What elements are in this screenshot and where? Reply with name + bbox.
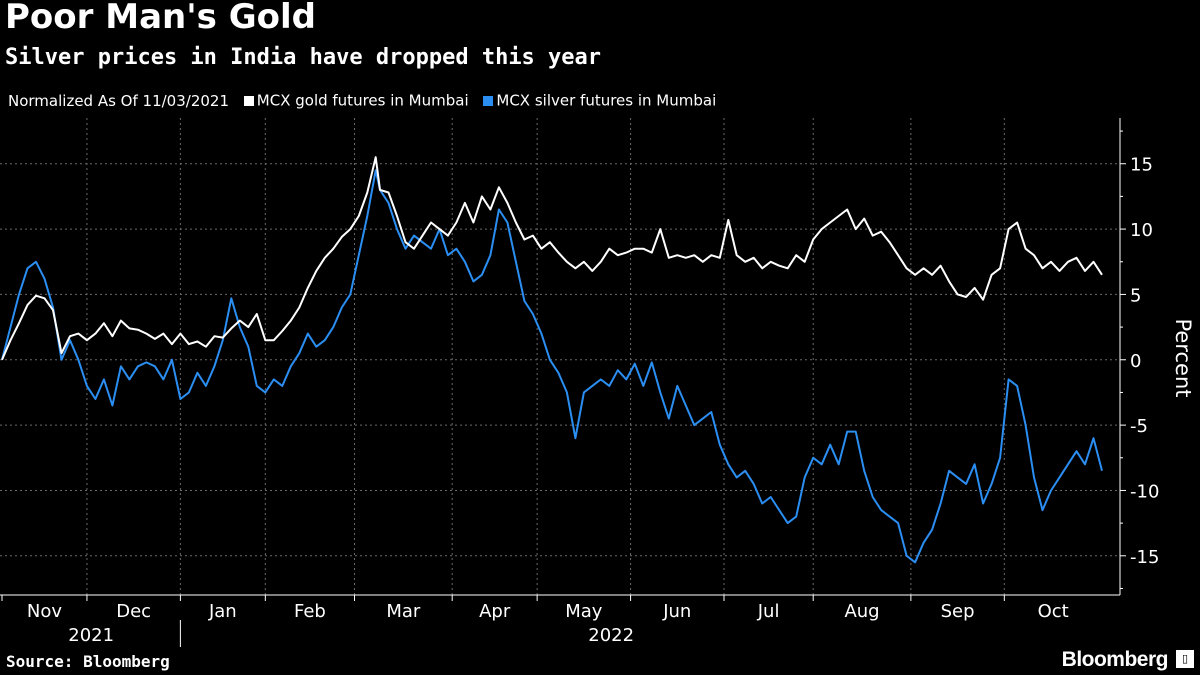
y-tick-labels: 15 10 5 0 -5 -10 -15 — [1130, 155, 1159, 568]
x-tick-label-month: Jul — [757, 601, 780, 622]
series-line-silver — [1, 169, 1103, 564]
x-tick-label-month: May — [565, 601, 603, 622]
x-tick-label-year: 2022 — [588, 625, 634, 646]
chart-subtitle: Silver prices in India have dropped this… — [5, 45, 602, 70]
series-lines — [1, 156, 1103, 564]
legend: Normalized As Of 11/03/2021 MCX gold fut… — [8, 91, 726, 110]
y-tick-label: 5 — [1130, 285, 1141, 306]
y-tick-label: -15 — [1130, 547, 1159, 568]
bloomberg-logo: Bloomberg — [1061, 648, 1169, 671]
y-tick-label: 15 — [1130, 155, 1153, 176]
x-tick-label-month: Jan — [208, 601, 237, 622]
terminal-icon: ▯ — [1176, 650, 1194, 668]
x-tick-label-month: Mar — [386, 601, 421, 622]
x-tick-labels: Nov Dec Jan Feb Mar Apr May Jun Jul Aug Sep Oct 2021… — [27, 601, 1069, 646]
x-tick-label-month: Feb — [294, 601, 326, 622]
legend-item-silver: MCX silver futures in Mumbai — [483, 91, 717, 110]
legend-item-gold: MCX gold futures in Mumbai — [243, 91, 474, 110]
legend-label-silver: MCX silver futures in Mumbai — [496, 91, 717, 110]
series-line-gold — [1, 156, 1103, 361]
source-note: Source: Bloomberg — [6, 652, 170, 671]
x-tick-label-month: Aug — [844, 601, 879, 622]
legend-swatch-gold — [243, 95, 254, 106]
y-tick-label: 0 — [1130, 351, 1141, 372]
x-tick-label-month: Sep — [941, 601, 975, 622]
legend-swatch-silver — [483, 95, 494, 106]
x-tick-label-month: Jun — [662, 601, 691, 622]
axes — [0, 118, 1126, 647]
x-tick-label-year: 2021 — [68, 625, 114, 646]
chart-title: Poor Man's Gold — [5, 0, 316, 37]
x-tick-label-month: Dec — [116, 601, 151, 622]
y-tick-label: 10 — [1130, 220, 1153, 241]
y-tick-label: -5 — [1130, 416, 1148, 437]
y-axis-label: Percent — [1171, 318, 1195, 397]
x-tick-label-month: Apr — [479, 601, 511, 622]
x-tick-label-month: Oct — [1038, 601, 1069, 622]
gridlines — [0, 118, 1120, 595]
legend-note: Normalized As Of 11/03/2021 — [8, 91, 229, 110]
legend-label-gold: MCX gold futures in Mumbai — [256, 91, 469, 110]
x-tick-label-month: Nov — [27, 601, 62, 622]
y-tick-label: -10 — [1130, 481, 1159, 502]
